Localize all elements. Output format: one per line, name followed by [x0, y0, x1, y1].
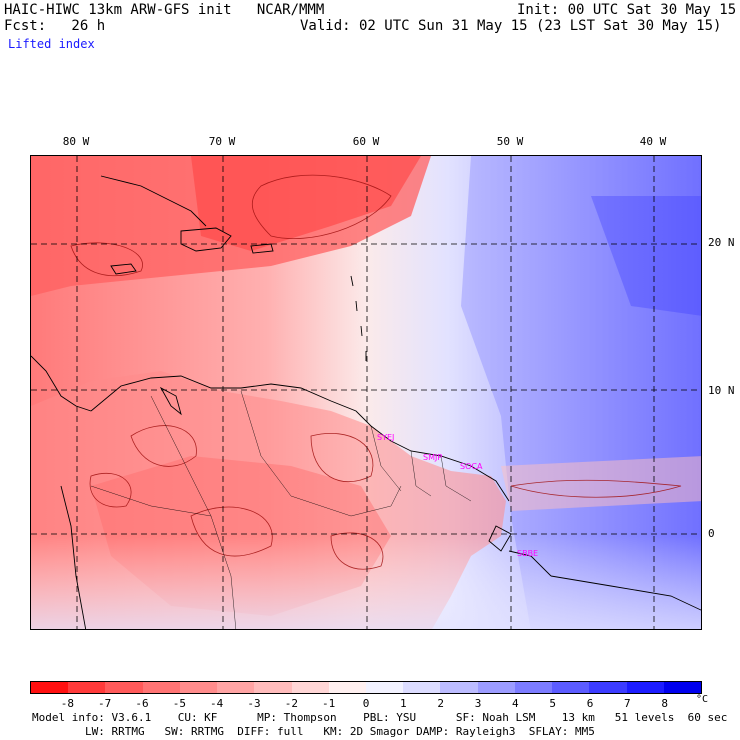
south-fade	[31, 536, 701, 629]
unstable-core-north	[191, 156, 421, 251]
colorbar-tick-label: 4	[512, 697, 519, 710]
colorbar-segment	[626, 682, 664, 693]
colorbar-segment	[31, 682, 69, 693]
colorbar-tick-label: 5	[549, 697, 556, 710]
lifted-index-map: SYEJ SMJP SOCA SBBE	[30, 155, 702, 630]
lat-label-10n: 10 N	[708, 384, 735, 397]
colorbar	[30, 681, 702, 694]
colorbar-segment	[68, 682, 106, 693]
field-name: Lifted index	[8, 37, 95, 51]
colorbar-tick-label: -3	[247, 697, 261, 710]
lat-label-0: 0	[708, 527, 715, 540]
footer-model-info: Model info: V3.6.1 CU: KF MP: Thompson P…	[32, 711, 728, 724]
colorbar-tick-label: -8	[60, 697, 74, 710]
colorbar-segment	[663, 682, 701, 693]
lon-label-50w: 50 W	[496, 135, 524, 148]
colorbar-tick-label: -6	[135, 697, 149, 710]
lon-label-80w: 80 W	[62, 135, 90, 148]
lon-label-40w: 40 W	[639, 135, 667, 148]
station-label-syej: SYEJ	[377, 433, 394, 442]
colorbar-tick-label: 7	[624, 697, 631, 710]
colorbar-tick-label: -2	[284, 697, 298, 710]
colorbar-tick-label: 8	[661, 697, 668, 710]
footer-model-physics: LW: RRTMG SW: RRTMG DIFF: full KM: 2D Sm…	[32, 725, 595, 738]
forecast-hour: Fcst: 26 h	[4, 18, 106, 34]
colorbar-tick-label: -4	[210, 697, 224, 710]
colorbar-tick-label: -7	[98, 697, 112, 710]
colorbar-segment	[254, 682, 292, 693]
colorbar-segment	[291, 682, 329, 693]
colorbar-segment	[142, 682, 180, 693]
colorbar-tick-label: 2	[437, 697, 444, 710]
colorbar-segment	[552, 682, 590, 693]
colorbar-tick-label: 6	[586, 697, 594, 710]
lat-lon-grid	[31, 156, 701, 629]
contour-lines	[70, 174, 682, 570]
colorbar-segment	[514, 682, 553, 693]
colorbar-segment	[589, 682, 627, 693]
lat-label-20n: 20 N	[708, 236, 735, 249]
colorbar-tick-label: 1	[400, 697, 407, 710]
valid-time: Valid: 02 UTC Sun 31 May 15 (23 LST Sat …	[300, 18, 722, 34]
colorbar-segment	[403, 682, 441, 693]
init-time: Init: 00 UTC Sat 30 May 15	[517, 2, 737, 18]
colorbar-segment	[328, 682, 366, 693]
lon-label-70w: 70 W	[208, 135, 236, 148]
colorbar-unit: °C	[696, 694, 709, 705]
colorbar-segment	[440, 682, 478, 693]
colorbar-segment	[217, 682, 255, 693]
colorbar-segment	[179, 682, 218, 693]
colorbar-tick-label: -1	[322, 697, 336, 710]
colorbar-tick-label: -5	[172, 697, 186, 710]
colorbar-tick-label: 3	[474, 697, 482, 710]
station-label-sbbe: SBBE	[517, 549, 538, 558]
itcz-band	[501, 456, 701, 511]
stable-region-atlantic	[461, 156, 701, 629]
coastlines	[31, 175, 701, 629]
model-title: HAIC-HIWC 13km ARW-GFS init NCAR/MMM	[4, 2, 325, 18]
colorbar-segment	[477, 682, 515, 693]
colorbar-segment	[105, 682, 143, 693]
lon-label-60w: 60 W	[352, 135, 380, 148]
stable-core-atlantic	[591, 196, 701, 316]
country-borders	[90, 390, 472, 629]
station-label-soca: SOCA	[460, 462, 483, 471]
colorbar-tick-label: 0	[362, 697, 370, 710]
station-label-smjp: SMJP	[423, 453, 442, 462]
colorbar-segment	[365, 682, 404, 693]
